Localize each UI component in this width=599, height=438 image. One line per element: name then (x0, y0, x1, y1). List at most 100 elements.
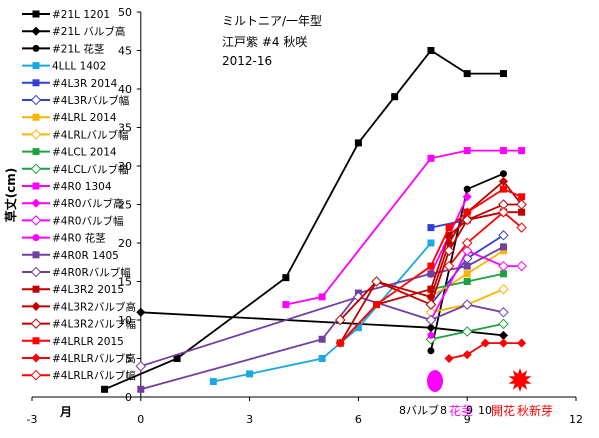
y-tick-label-20: 20 (118, 237, 132, 250)
bottom-annotations: 8バルブ 花茎 8 9 10 開花 秋新芽 (399, 368, 553, 418)
legend-label-21: #4LRLRバルブ幅 (52, 369, 136, 382)
legend-item-6: #4LRL 2014 (22, 112, 117, 124)
series-10 (282, 147, 526, 309)
series-18-point-3 (443, 245, 455, 256)
series-2-point-2 (499, 170, 507, 178)
y-tick-label-40: 40 (118, 83, 132, 96)
series-2-point-0 (427, 347, 435, 355)
series-line-12 (430, 249, 522, 321)
legend-item-4: #4L3R 2014 (22, 78, 118, 90)
legend-marker-5 (30, 94, 42, 106)
legend-label-15: #4R0Rバルブ幅 (52, 266, 131, 279)
series-layer (101, 47, 527, 393)
legend-label-17: #4L3R2バルブ高 (52, 300, 136, 313)
series-19-point-2 (427, 262, 435, 270)
y-tick-label-45: 45 (118, 45, 132, 58)
x-tick-label-0: 0 (137, 413, 144, 426)
series-0 (101, 47, 507, 393)
legend-item-17: #4L3R2バルブ高 (22, 300, 136, 313)
x-tick-label-9: 9 (464, 413, 471, 426)
series-10-point-4 (499, 147, 507, 155)
series-2-point-1 (463, 185, 471, 193)
title-line-2: 江戸紫 #4 秋咲 (222, 34, 307, 49)
series-21-point-2 (498, 206, 509, 218)
legend-label-18: #4L3R2バルブ幅 (52, 318, 136, 331)
series-0-point-6 (463, 70, 471, 78)
legend-marker-2 (32, 44, 40, 52)
annotation-stem: 花茎 (449, 403, 473, 418)
legend-label-6: #4LRL 2014 (52, 112, 117, 124)
y-tick-label-0: 0 (125, 391, 132, 404)
series-3-point-3 (354, 324, 362, 332)
series-3-point-0 (209, 378, 217, 386)
series-6-point-1 (463, 270, 471, 278)
legend-marker-15 (30, 266, 42, 278)
series-0-point-1 (173, 355, 181, 362)
series-1-point-0 (136, 307, 146, 317)
legend-label-14: #4R0R 1405 (52, 250, 119, 262)
legend-item-12: #4R0バルブ幅 (22, 214, 123, 227)
series-19-point-0 (336, 339, 344, 347)
x-tick-label-12: 12 (569, 413, 583, 426)
legend-label-20: #4LRLRバルブ高 (52, 352, 136, 365)
series-19-point-1 (373, 301, 381, 309)
legend-item-13: #4R0 花茎 (22, 232, 106, 245)
legend-marker-12 (30, 215, 42, 226)
legend-marker-14 (32, 251, 40, 259)
y-tick-label-25: 25 (118, 199, 132, 212)
series-18-point-0 (335, 314, 346, 326)
series-12-point-2 (498, 260, 509, 272)
series-19-point-4 (463, 208, 471, 216)
series-8-point-2 (499, 270, 507, 278)
annotation-autumn-sprout: 秋新芽 (517, 403, 553, 418)
series-18-point-2 (425, 299, 437, 310)
series-line-21 (448, 211, 523, 267)
series-17-point-2 (426, 292, 436, 302)
series-4-point-0 (427, 224, 435, 232)
legend-label-3: 4LLL 1402 (52, 61, 106, 73)
legend-item-9: #4LCLバルブ幅 (22, 163, 129, 176)
legend-item-10: #4R0 1304 (22, 181, 112, 193)
series-15-point-2 (425, 314, 437, 326)
y-tick-label-5: 5 (125, 353, 132, 366)
series-12-point-3 (516, 260, 527, 272)
series-line-0 (104, 49, 504, 391)
title-line-3: 2012-16 (222, 54, 272, 68)
series-13 (427, 331, 435, 339)
stem-marker-magenta (427, 370, 443, 392)
series-3-point-2 (318, 355, 326, 362)
series-18-point-1 (371, 276, 382, 287)
series-20-point-3 (498, 338, 509, 348)
series-21-point-3 (516, 222, 527, 233)
series-10-point-3 (463, 147, 471, 155)
legend-marker-6 (32, 113, 40, 121)
series-19-point-3 (445, 224, 453, 232)
series-14-point-5 (499, 243, 507, 251)
series-18-point-4 (461, 214, 473, 226)
legend-marker-19 (32, 337, 40, 345)
legend-label-13: #4R0 花茎 (52, 232, 106, 245)
series-15-point-0 (135, 360, 147, 372)
series-0-point-0 (101, 385, 109, 393)
legend-label-19: #4LRLR 2015 (52, 336, 124, 348)
series-line-14 (140, 246, 504, 391)
legend-label-16: #4L3R2 2015 (52, 284, 124, 296)
series-21 (443, 206, 527, 272)
y-tick-label-10: 10 (118, 314, 132, 327)
series-10-point-1 (318, 293, 326, 301)
legend-item-15: #4R0Rバルブ幅 (22, 266, 131, 279)
series-18 (335, 199, 527, 326)
legend-item-19: #4LRLR 2015 (22, 336, 124, 348)
series-0-point-2 (282, 274, 290, 282)
series-20-point-2 (480, 338, 490, 348)
series-9-point-1 (461, 326, 473, 337)
series-1-point-3 (498, 330, 509, 340)
legend-item-0: #21L 1201 (22, 9, 110, 21)
legend-label-4: #4L3R 2014 (52, 78, 118, 90)
legend-marker-7 (30, 129, 42, 140)
legend-label-8: #4LCL 2014 (52, 147, 117, 159)
legend-marker-3 (32, 62, 40, 70)
annotation-stem-tick-9: 9 (466, 404, 473, 417)
annotation-bloom: 開花 (491, 403, 515, 418)
